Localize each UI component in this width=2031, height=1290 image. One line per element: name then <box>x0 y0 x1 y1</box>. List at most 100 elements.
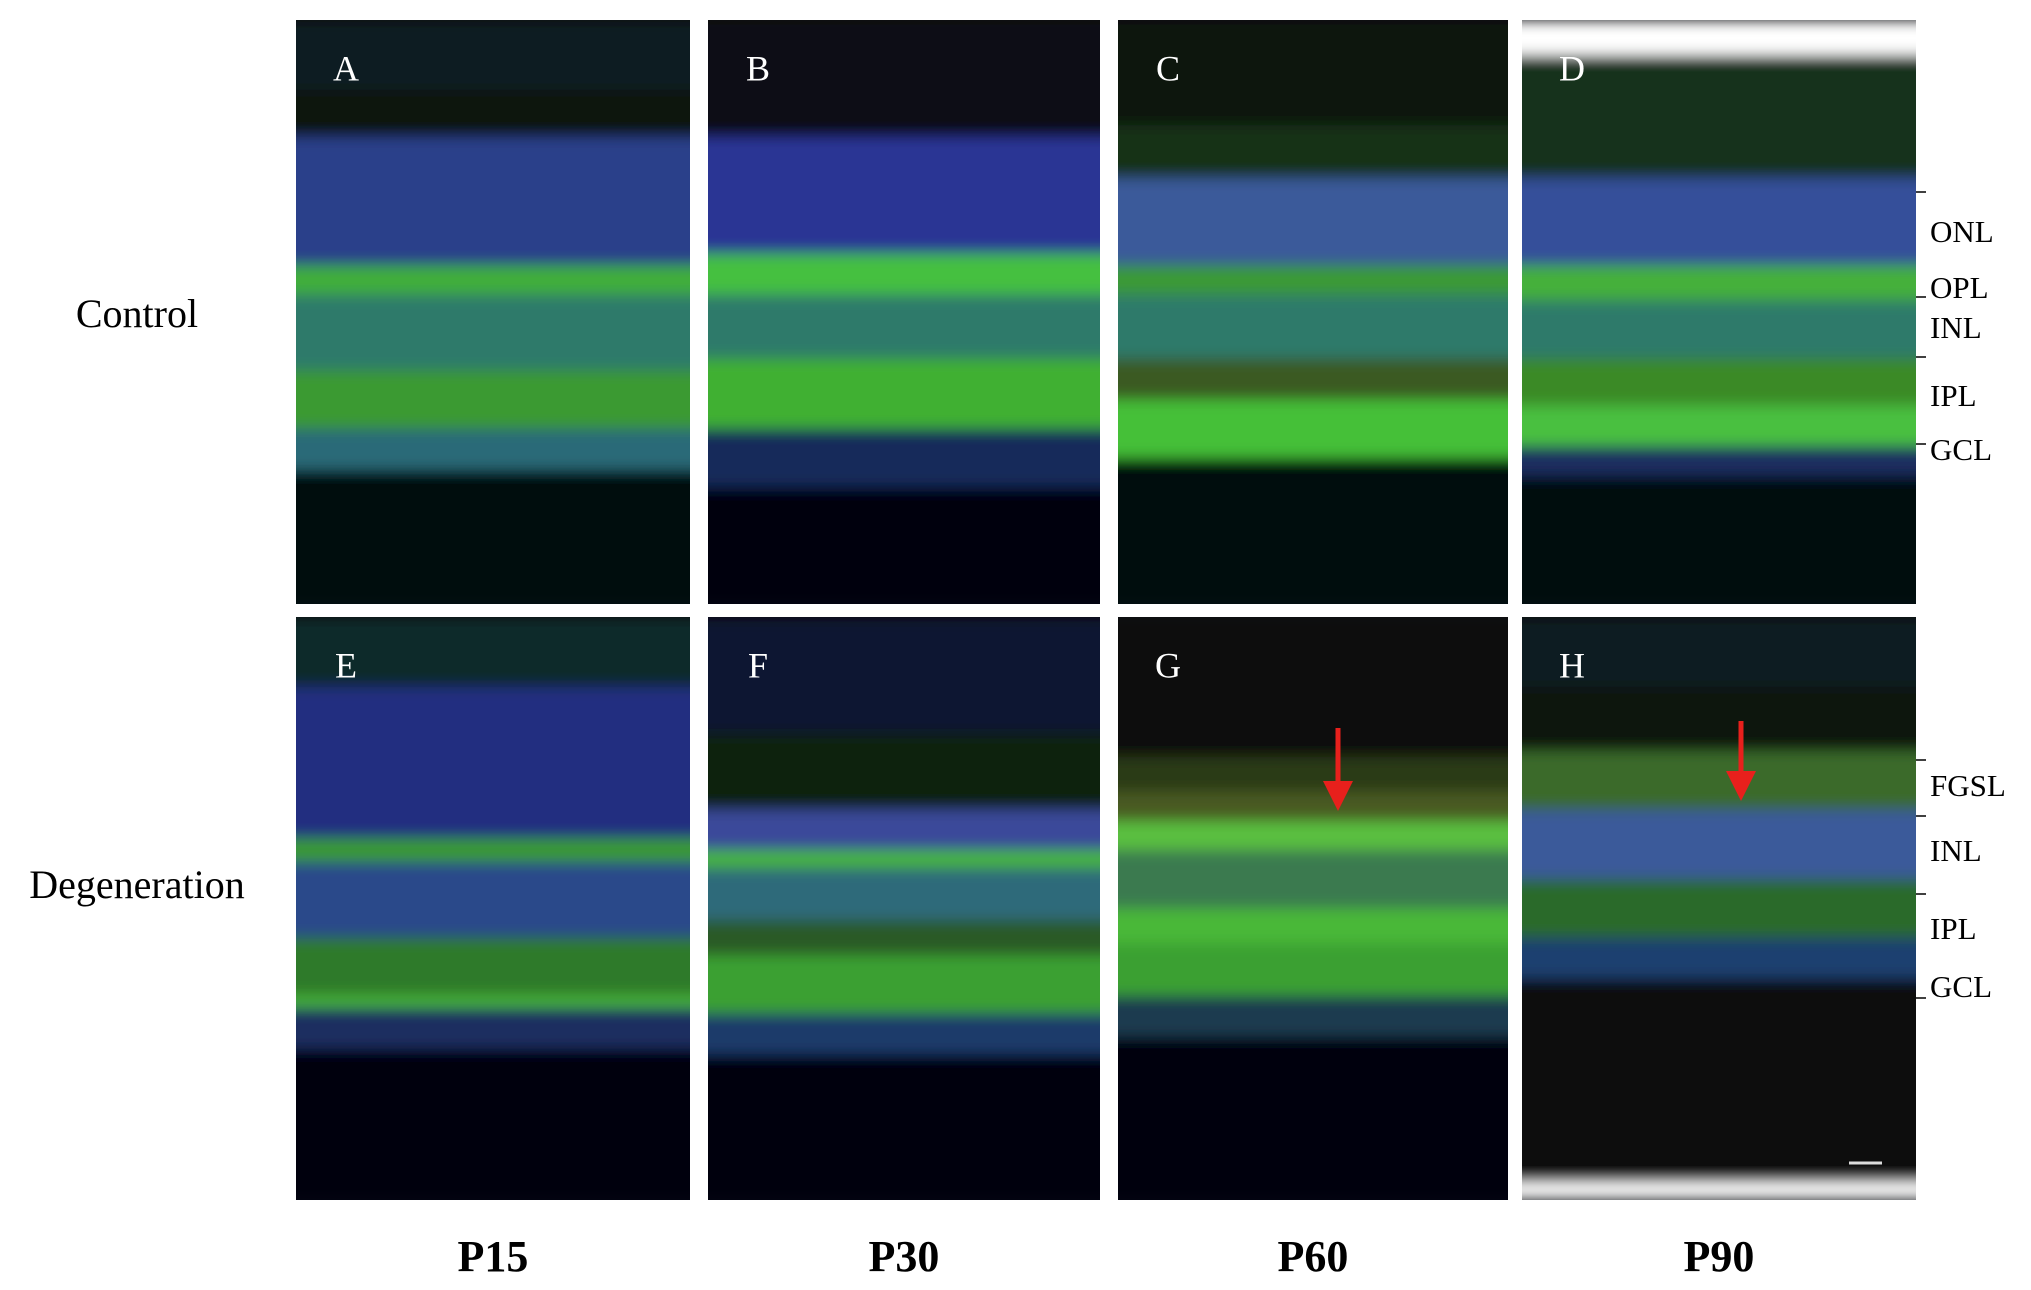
panel-letter: C <box>1156 48 1180 88</box>
layer-label: ONL <box>1930 214 1994 249</box>
micrograph-panel <box>296 617 690 1200</box>
layer-label: GCL <box>1930 432 1992 467</box>
panel-letter: F <box>748 645 768 685</box>
tissue-layer <box>296 937 690 996</box>
micrograph-panel <box>1522 20 1916 604</box>
tissue-layer <box>1522 20 1916 56</box>
tissue-layers <box>708 20 1100 604</box>
tissue-layer <box>1522 617 1916 687</box>
tissue-layer <box>296 469 690 604</box>
tissue-layer <box>296 1048 690 1200</box>
tissue-layer <box>1118 265 1508 295</box>
tissue-layer <box>1118 995 1508 1037</box>
tissue-layer <box>708 867 1100 921</box>
tissue-layer <box>1118 177 1508 266</box>
layer-label: INL <box>1930 310 1982 345</box>
panel-letter: A <box>333 48 359 88</box>
tissue-layer <box>708 955 1100 1014</box>
tissue-layers <box>1118 20 1508 604</box>
tissue-layer <box>1118 125 1508 178</box>
tissue-layers <box>1522 20 1916 604</box>
panel-letter: H <box>1559 645 1585 685</box>
tissue-layer <box>1522 879 1916 938</box>
tissue-layers <box>296 20 690 604</box>
tissue-layer <box>1118 617 1508 757</box>
column-label: P90 <box>1684 1232 1755 1281</box>
tissue-layer <box>1118 458 1508 604</box>
layer-label: FGSL <box>1930 768 2006 803</box>
tissue-layer <box>1522 405 1916 447</box>
tissue-layer <box>1522 300 1916 359</box>
tissue-layer <box>296 686 690 839</box>
tissue-layer <box>1118 908 1508 944</box>
row-label: Control <box>76 291 198 336</box>
tissue-layer <box>708 733 1100 810</box>
tissue-layer <box>1118 294 1508 359</box>
panel-letter: G <box>1155 645 1181 685</box>
tissue-layer <box>708 20 1100 137</box>
micrograph-panel <box>708 20 1100 604</box>
tissue-layer <box>296 265 690 295</box>
panel-letter: B <box>746 48 770 88</box>
panel-letter: D <box>1559 48 1585 88</box>
tissue-layer <box>1118 399 1508 458</box>
tissue-layer <box>1522 937 1916 979</box>
tissue-layer <box>296 617 690 687</box>
layer-label: OPL <box>1930 270 1989 305</box>
tissue-layer <box>296 90 690 137</box>
tissue-layer <box>1118 943 1508 996</box>
tissue-layer <box>296 861 690 938</box>
micrograph-panel <box>708 617 1100 1200</box>
micrograph-panel <box>1118 20 1508 604</box>
tissue-layer <box>1522 358 1916 406</box>
tissue-layer <box>296 370 690 429</box>
layer-label: INL <box>1930 833 1982 868</box>
tissue-layer <box>296 1007 690 1049</box>
row-label: Degeneration <box>29 862 244 907</box>
tissue-layer <box>296 294 690 371</box>
tissue-layer <box>296 136 690 266</box>
tissue-layer <box>1118 20 1508 126</box>
tissue-layer <box>708 136 1100 254</box>
tissue-layer <box>708 487 1100 604</box>
tissue-layer <box>1118 1036 1508 1200</box>
tissue-layer <box>708 850 1100 868</box>
tissue-layers <box>1522 617 1916 1200</box>
tissue-layers <box>296 617 690 1200</box>
tissue-layer <box>708 294 1100 359</box>
micrograph-panel <box>1118 617 1508 1200</box>
tissue-layer <box>708 1013 1100 1055</box>
tissue-layer <box>1522 55 1916 178</box>
tissue-layer <box>708 617 1100 734</box>
tissue-layer <box>296 838 690 862</box>
micrograph-panel <box>1522 617 1916 1200</box>
tissue-layer <box>1118 358 1508 400</box>
tissue-layer <box>1118 756 1508 792</box>
tissue-layer <box>1522 978 1916 1183</box>
tissue-layer <box>1118 850 1508 909</box>
tissue-layer <box>1522 177 1916 266</box>
tissue-layer <box>296 995 690 1008</box>
panel-letter: E <box>335 645 357 685</box>
tissue-layer <box>708 809 1100 851</box>
tissue-layer <box>708 253 1100 295</box>
tissue-layers <box>1118 617 1508 1200</box>
tissue-layer <box>1522 475 1916 604</box>
tissue-layer <box>1522 265 1916 301</box>
tissue-layer <box>708 920 1100 956</box>
column-label: P30 <box>869 1232 940 1281</box>
tissue-layer <box>1522 809 1916 880</box>
tissue-layer <box>1522 686 1916 752</box>
layer-label: GCL <box>1930 969 1992 1004</box>
tissue-layer <box>296 20 690 91</box>
tissue-layer <box>708 1054 1100 1200</box>
tissue-layer <box>1522 751 1916 810</box>
tissue-layer <box>296 428 690 470</box>
tissue-layers <box>708 617 1100 1200</box>
column-label: P60 <box>1278 1232 1349 1281</box>
tissue-layer <box>708 358 1100 429</box>
layer-label: IPL <box>1930 378 1977 413</box>
tissue-layer <box>1118 821 1508 851</box>
column-label: P15 <box>458 1232 529 1281</box>
